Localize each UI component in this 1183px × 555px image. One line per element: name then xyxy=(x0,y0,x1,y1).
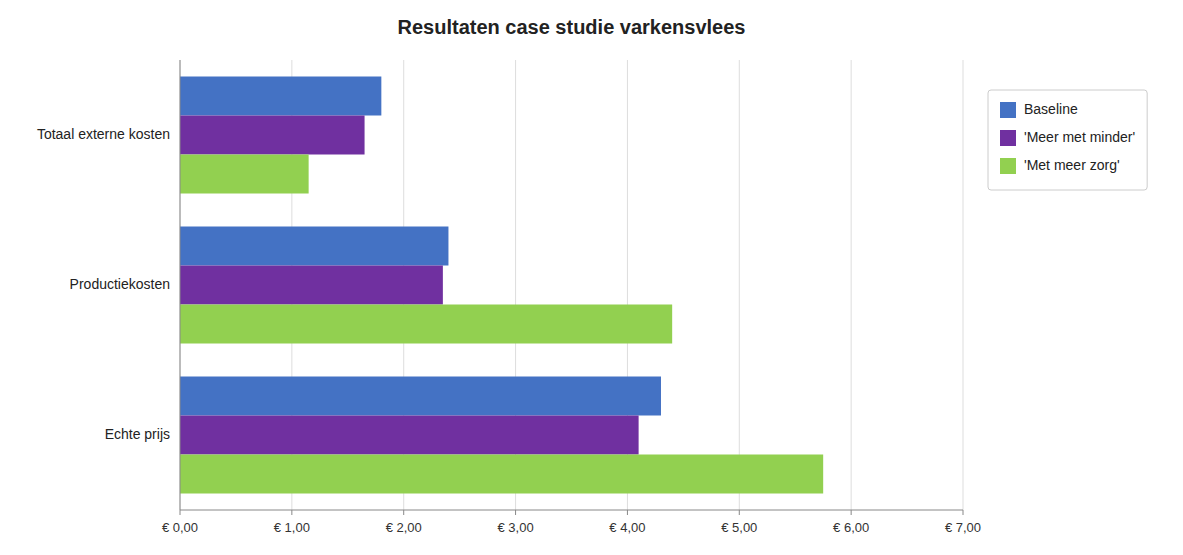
bars xyxy=(180,77,823,494)
legend: Baseline 'Meer met minder' 'Met meer zorg' xyxy=(988,90,1147,190)
bar xyxy=(180,77,381,116)
grid xyxy=(180,60,963,510)
x-axis-line xyxy=(180,510,963,511)
bar xyxy=(180,416,639,455)
x-tick-label: € 4,00 xyxy=(609,520,645,535)
grid-line xyxy=(963,60,964,510)
chart-container: Resultaten case studie varkensvlees € 0,0… xyxy=(0,0,1183,555)
grid-line xyxy=(851,60,852,510)
tick-mark xyxy=(515,510,516,515)
category-label: Productiekosten xyxy=(70,276,170,292)
category-label: Echte prijs xyxy=(105,426,170,442)
x-tick-label: € 1,00 xyxy=(274,520,310,535)
legend-swatch xyxy=(1000,158,1016,174)
legend-swatch xyxy=(1000,130,1016,146)
tick-mark xyxy=(963,510,964,515)
x-tick-label: € 6,00 xyxy=(833,520,869,535)
chart: Resultaten case studie varkensvlees € 0,0… xyxy=(0,0,1183,555)
grid-line xyxy=(180,60,181,510)
x-tick-label: € 0,00 xyxy=(162,520,198,535)
x-tick-label: € 7,00 xyxy=(945,520,981,535)
bar xyxy=(180,377,661,416)
x-tick-label: € 5,00 xyxy=(721,520,757,535)
legend-label: 'Meer met minder' xyxy=(1024,129,1135,145)
bar xyxy=(180,155,309,194)
tick-mark xyxy=(291,510,292,515)
legend-swatch xyxy=(1000,102,1016,118)
bar xyxy=(180,455,823,494)
tick-mark xyxy=(851,510,852,515)
tick-mark xyxy=(180,510,181,515)
x-tick-label: € 3,00 xyxy=(497,520,533,535)
grid-line xyxy=(739,60,740,510)
bar xyxy=(180,116,365,155)
tick-mark xyxy=(627,510,628,515)
legend-box xyxy=(988,90,1147,190)
bar xyxy=(180,266,443,305)
legend-label: 'Met meer zorg' xyxy=(1024,157,1120,173)
legend-label: Baseline xyxy=(1024,101,1078,117)
bar xyxy=(180,227,448,266)
tick-mark xyxy=(739,510,740,515)
category-label: Totaal externe kosten xyxy=(37,126,170,142)
title: Resultaten case studie varkensvlees xyxy=(398,16,746,38)
x-tick-label: € 2,00 xyxy=(386,520,422,535)
y-axis-line xyxy=(180,60,181,510)
bar xyxy=(180,305,672,344)
tick-mark xyxy=(403,510,404,515)
